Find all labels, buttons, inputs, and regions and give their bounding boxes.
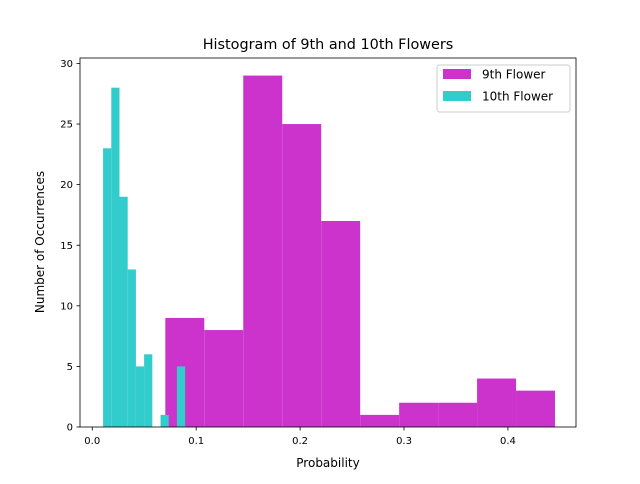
y-tick-label: 10	[60, 301, 73, 312]
histogram-bar-series-1-bin-2	[119, 196, 128, 427]
y-tick-label: 5	[67, 362, 73, 373]
histogram-bar-series-1-bin-9	[176, 366, 186, 427]
axes-layer: 0.0 0.1 0.2 0.3 0.4 0 5 10 15 20 25 30	[60, 57, 577, 447]
histogram-bar-series-1-bin-4	[135, 366, 145, 427]
y-tick-label: 25	[60, 120, 73, 131]
y-tick-label: 15	[60, 241, 73, 252]
y-axis-label: Number of Occurrences	[33, 171, 47, 313]
x-tick-label: 0.0	[84, 436, 100, 447]
x-tick-label: 0.4	[500, 436, 516, 447]
x-tick-label: 0.1	[188, 436, 204, 447]
legend-label: 9th Flower	[482, 68, 546, 82]
y-tick-label: 30	[60, 59, 73, 70]
legend: 9th Flower 10th Flower	[436, 64, 571, 113]
histogram-bar-series-0-bin-8	[477, 378, 517, 427]
histogram-bar-series-0-bin-2	[243, 75, 283, 428]
histogram-bar-series-0-bin-5	[360, 414, 400, 427]
histogram-bar-series-1-bin-3	[127, 269, 136, 427]
plot-frame	[79, 57, 577, 428]
bars-layer	[103, 75, 556, 428]
chart-title: Histogram of 9th and 10th Flowers	[203, 37, 454, 53]
y-tick-label: 20	[60, 180, 73, 191]
legend-swatch	[443, 69, 471, 79]
y-tick-label: 0	[67, 423, 73, 434]
histogram-bar-series-0-bin-1	[204, 330, 244, 427]
histogram-bar-series-1-bin-0	[103, 148, 112, 427]
histogram-bar-series-0-bin-9	[516, 390, 556, 427]
histogram-bar-series-1-bin-7	[160, 414, 169, 427]
histogram-bar-series-0-bin-7	[438, 402, 478, 427]
histogram-bar-series-1-bin-1	[111, 87, 120, 428]
legend-label: 10th Flower	[482, 90, 553, 104]
legend-swatch	[443, 91, 471, 101]
x-axis-label: Probability	[296, 456, 359, 470]
x-tick-label: 0.2	[292, 436, 308, 447]
histogram-bar-series-0-bin-3	[282, 124, 322, 427]
histogram-bar-series-0-bin-4	[321, 220, 361, 427]
x-tick-label: 0.3	[396, 436, 412, 447]
histogram-bar-series-1-bin-5	[144, 354, 153, 427]
histogram-bar-series-0-bin-6	[399, 402, 439, 427]
